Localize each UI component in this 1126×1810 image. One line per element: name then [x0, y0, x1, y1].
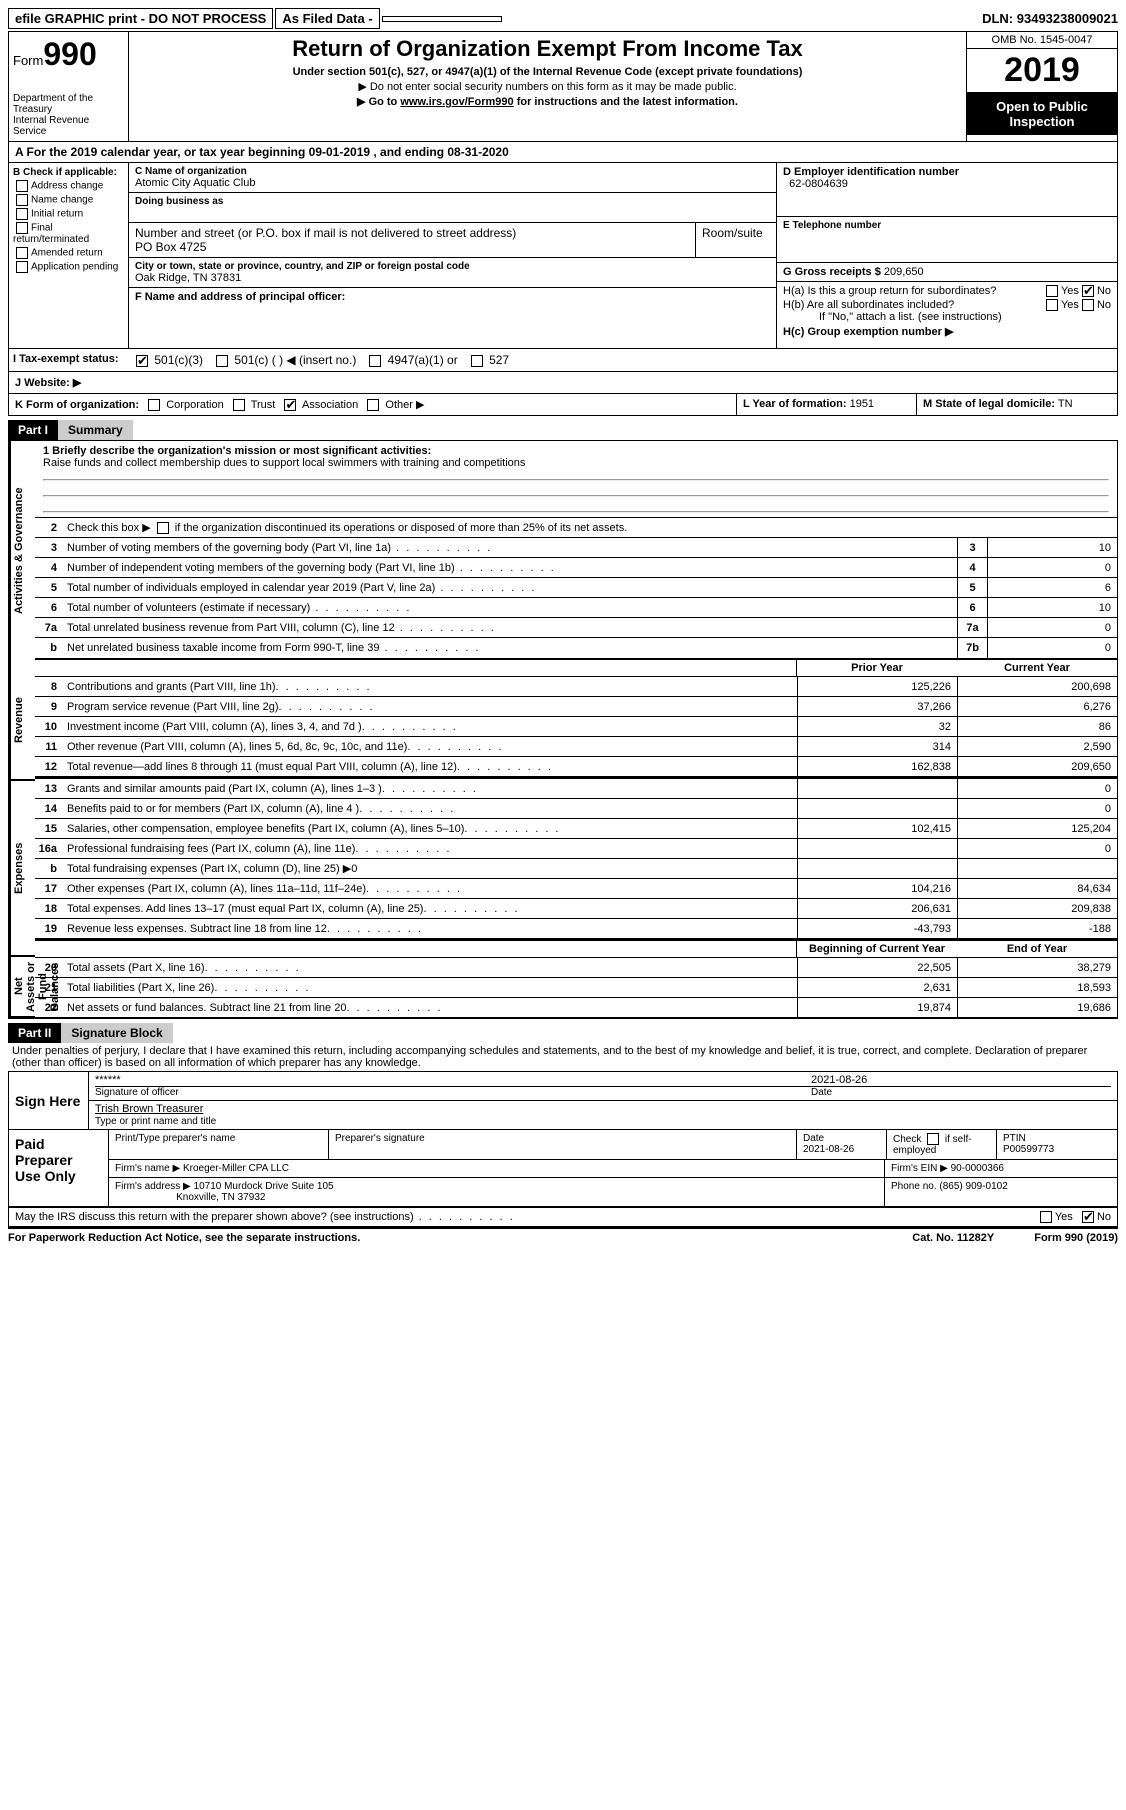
exp-line-14: 14Benefits paid to or for members (Part …	[35, 799, 1117, 819]
exp-line-16a: 16aProfessional fundraising fees (Part I…	[35, 839, 1117, 859]
asfiled-tag: As Filed Data -	[275, 8, 379, 29]
dln: DLN: 93493238009021	[982, 11, 1118, 26]
irs-discuss-row: May the IRS discuss this return with the…	[9, 1207, 1117, 1226]
col-b-checkboxes: B Check if applicable: Address change Na…	[9, 163, 129, 348]
paid-preparer-label: Paid Preparer Use Only	[9, 1130, 109, 1206]
discuss-no[interactable]	[1082, 1211, 1094, 1223]
form-number: Form990	[13, 36, 124, 73]
row-i-tax-exempt: I Tax-exempt status: 501(c)(3) 501(c) ( …	[8, 349, 1118, 372]
header-right: OMB No. 1545-0047 2019 Open to Public In…	[967, 32, 1117, 141]
chk-initial-return[interactable]: Initial return	[13, 208, 124, 220]
department: Department of the Treasury Internal Reve…	[13, 93, 124, 137]
ha-no[interactable]	[1082, 285, 1094, 297]
k-corp[interactable]	[148, 399, 160, 411]
exp-line-b: bTotal fundraising expenses (Part IX, co…	[35, 859, 1117, 879]
k-trust[interactable]	[233, 399, 245, 411]
gov-line-5: 5Total number of individuals employed in…	[35, 578, 1117, 598]
discuss-yes[interactable]	[1040, 1211, 1052, 1223]
gov-line-6: 6Total number of volunteers (estimate if…	[35, 598, 1117, 618]
k-other[interactable]	[367, 399, 379, 411]
rev-line-10: 10Investment income (Part VIII, column (…	[35, 717, 1117, 737]
instruction-1: ▶ Do not enter social security numbers o…	[137, 80, 958, 93]
subtitle: Under section 501(c), 527, or 4947(a)(1)…	[137, 66, 958, 78]
net-line-21: 21Total liabilities (Part X, line 26)2,6…	[35, 978, 1117, 998]
mission-block: 1 Briefly describe the organization's mi…	[35, 441, 1117, 518]
ha-yes[interactable]	[1046, 285, 1058, 297]
open-to-public: Open to Public Inspection	[967, 93, 1117, 135]
chk-name-change[interactable]: Name change	[13, 194, 124, 206]
telephone-cell: E Telephone number	[777, 217, 1117, 263]
chk-final-return[interactable]: Final return/terminated	[13, 222, 124, 245]
k-assoc[interactable]	[284, 399, 296, 411]
summary-table: Activities & Governance Revenue Expenses…	[8, 440, 1118, 1019]
net-line-22: 22Net assets or fund balances. Subtract …	[35, 998, 1117, 1018]
form-header: Form990 Department of the Treasury Inter…	[8, 31, 1118, 142]
rev-line-11: 11Other revenue (Part VIII, column (A), …	[35, 737, 1117, 757]
omb-number: OMB No. 1545-0047	[967, 32, 1117, 49]
line-2: 2 Check this box ▶ if the organization d…	[35, 518, 1117, 538]
col-d-h: D Employer identification number 62-0804…	[777, 163, 1117, 348]
self-employed-check[interactable]	[927, 1133, 939, 1145]
i-527[interactable]	[471, 355, 483, 367]
exp-line-19: 19Revenue less expenses. Subtract line 1…	[35, 919, 1117, 939]
dba-cell: Doing business as	[129, 193, 776, 223]
chk-address-change[interactable]: Address change	[13, 180, 124, 192]
irs-link[interactable]: www.irs.gov/Form990	[400, 96, 513, 108]
header-mid: Return of Organization Exempt From Incom…	[129, 32, 967, 141]
year-header-revenue: Prior Year Current Year	[35, 658, 1117, 677]
page-footer: For Paperwork Reduction Act Notice, see …	[8, 1227, 1118, 1247]
rev-line-8: 8Contributions and grants (Part VIII, li…	[35, 677, 1117, 697]
summary-body: 1 Briefly describe the organization's mi…	[35, 441, 1117, 1018]
gov-line-7b: bNet unrelated business taxable income f…	[35, 638, 1117, 658]
exp-line-13: 13Grants and similar amounts paid (Part …	[35, 779, 1117, 799]
i-501c3[interactable]	[136, 355, 148, 367]
city-cell: City or town, state or province, country…	[129, 258, 776, 288]
i-4947[interactable]	[369, 355, 381, 367]
i-501c[interactable]	[216, 355, 228, 367]
header-left: Form990 Department of the Treasury Inter…	[9, 32, 129, 141]
ein-cell: D Employer identification number 62-0804…	[777, 163, 1117, 217]
signature-block: Sign Here ****** Signature of officer 20…	[8, 1071, 1118, 1227]
instruction-2: ▶ Go to www.irs.gov/Form990 for instruct…	[137, 95, 958, 108]
address-row: Number and street (or P.O. box if mail i…	[129, 223, 776, 258]
chk-application-pending[interactable]: Application pending	[13, 261, 124, 273]
net-line-20: 20Total assets (Part X, line 16)22,50538…	[35, 958, 1117, 978]
form-title: Return of Organization Exempt From Incom…	[137, 36, 958, 62]
vtab-expenses: Expenses	[9, 781, 35, 957]
hb-no[interactable]	[1082, 299, 1094, 311]
exp-line-17: 17Other expenses (Part IX, column (A), l…	[35, 879, 1117, 899]
row-k-l-m: K Form of organization: Corporation Trus…	[8, 394, 1118, 416]
year-header-netassets: Beginning of Current Year End of Year	[35, 939, 1117, 958]
rev-line-9: 9Program service revenue (Part VIII, lin…	[35, 697, 1117, 717]
part-1-header: Part I Summary	[8, 420, 1118, 440]
exp-line-18: 18Total expenses. Add lines 13–17 (must …	[35, 899, 1117, 919]
gov-line-4: 4Number of independent voting members of…	[35, 558, 1117, 578]
line2-checkbox[interactable]	[157, 522, 169, 534]
rev-line-12: 12Total revenue—add lines 8 through 11 (…	[35, 757, 1117, 777]
principal-officer-cell: F Name and address of principal officer:	[129, 288, 776, 348]
asfiled-blank	[382, 16, 502, 22]
perjury-statement: Under penalties of perjury, I declare th…	[8, 1043, 1118, 1071]
vtab-revenue: Revenue	[9, 661, 35, 781]
section-h: H(a) Is this a group return for subordin…	[777, 282, 1117, 341]
chk-amended-return[interactable]: Amended return	[13, 247, 124, 259]
col-c-f: C Name of organization Atomic City Aquat…	[129, 163, 777, 348]
gross-receipts-cell: G Gross receipts $ 209,650	[777, 263, 1117, 282]
top-bar: efile GRAPHIC print - DO NOT PROCESS As …	[8, 8, 1118, 29]
sign-here-label: Sign Here	[9, 1072, 89, 1129]
exp-line-15: 15Salaries, other compensation, employee…	[35, 819, 1117, 839]
tax-year: 2019	[967, 49, 1117, 93]
row-j-website: J Website: ▶	[8, 372, 1118, 394]
efile-tag: efile GRAPHIC print - DO NOT PROCESS	[8, 8, 273, 29]
gov-line-3: 3Number of voting members of the governi…	[35, 538, 1117, 558]
section-b-to-h: B Check if applicable: Address change Na…	[8, 163, 1118, 349]
vtab-governance: Activities & Governance	[9, 441, 35, 661]
hb-yes[interactable]	[1046, 299, 1058, 311]
org-name-cell: C Name of organization Atomic City Aquat…	[129, 163, 776, 193]
row-a-tax-year: A For the 2019 calendar year, or tax yea…	[8, 142, 1118, 163]
part-2-header: Part II Signature Block	[8, 1023, 1118, 1043]
vtab-netassets: Net Assets or Fund Balances	[9, 957, 35, 1018]
gov-line-7a: 7aTotal unrelated business revenue from …	[35, 618, 1117, 638]
